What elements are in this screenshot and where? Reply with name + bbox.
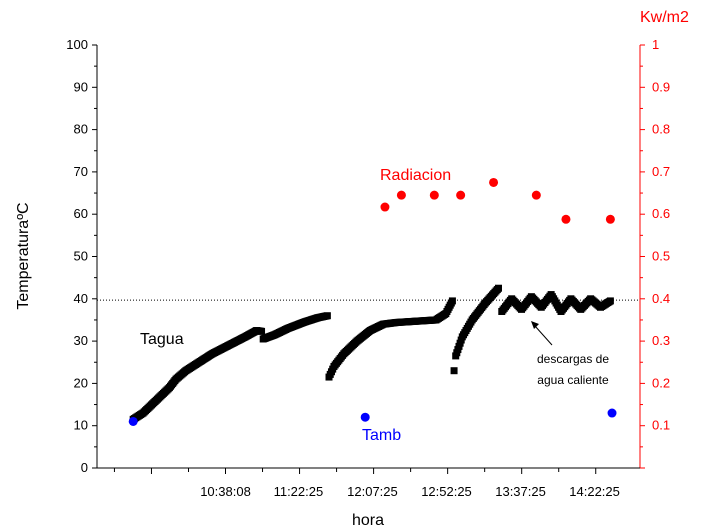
radiacion-point — [456, 190, 466, 200]
tamb-label: Tamb — [362, 427, 401, 444]
x-tick-label: 11:22:25 — [274, 484, 324, 499]
tagua-point — [323, 312, 331, 320]
tamb-point — [360, 412, 370, 422]
left-y-tick-label: 40 — [74, 291, 88, 306]
series-tamb — [128, 408, 617, 426]
x-tick-label: 12:52:25 — [421, 484, 472, 499]
left-y-tick-label: 20 — [74, 375, 88, 390]
left-y-tick-label: 60 — [74, 206, 88, 221]
radiacion-point — [561, 214, 571, 224]
right-y-tick-label: 1 — [652, 37, 659, 52]
tamb-point — [128, 416, 138, 426]
right-y-tick-label: 0.7 — [652, 164, 670, 179]
left-y-tick-label: 70 — [74, 164, 88, 179]
radiacion-point — [396, 190, 406, 200]
annotation-line-2: agua caliente — [537, 373, 609, 387]
plot-frame — [96, 45, 641, 469]
left-y-ticks: 0 10 20 30 40 50 60 70 80 90 100 — [66, 37, 97, 475]
left-y-tick-label: 30 — [74, 333, 88, 348]
left-y-tick-label: 80 — [74, 122, 88, 137]
radiacion-point — [380, 202, 390, 212]
right-y-ticks: 0.1 0.2 0.3 0.4 0.5 0.6 0.7 0.8 0.9 1 — [640, 37, 670, 469]
y-axis-title: TemperaturaºC — [15, 202, 32, 309]
tagua-point — [448, 297, 456, 305]
left-y-tick-label: 100 — [66, 37, 88, 52]
left-y-tick-label: 10 — [74, 418, 88, 433]
right-y-tick-label: 0.5 — [652, 249, 670, 264]
radiacion-point — [605, 214, 615, 224]
annotation-line-1: descargas de — [537, 352, 609, 366]
right-y-tick-label: 0.8 — [652, 122, 670, 137]
series-layer — [128, 177, 617, 426]
radiacion-point — [429, 190, 439, 200]
tamb-point — [607, 408, 617, 418]
left-y-tick-label: 90 — [74, 79, 88, 94]
x-tick-label: 14:22:25 — [569, 484, 620, 499]
x-tick-label: 10:38:08 — [200, 484, 251, 499]
x-tick-label: 13:37:25 — [495, 484, 546, 499]
series-radiacion — [380, 177, 615, 224]
radiacion-point — [489, 177, 499, 187]
x-tick-label: 12:07:25 — [347, 484, 398, 499]
x-axis-title: hora — [352, 512, 384, 529]
tagua-point — [450, 367, 458, 375]
right-y-tick-label: 0.4 — [652, 291, 670, 306]
right-y-tick-label: 0.6 — [652, 206, 670, 221]
left-y-tick-label: 50 — [74, 249, 88, 264]
series-tagua — [129, 284, 614, 423]
tagua-point — [606, 297, 614, 305]
right-y-axis-title: Kw/m2 — [640, 9, 689, 26]
right-y-tick-label: 0.1 — [652, 418, 670, 433]
left-y-tick-label: 0 — [81, 460, 88, 475]
radiacion-label: Radiacion — [380, 167, 451, 184]
right-y-tick-label: 0.3 — [652, 333, 670, 348]
right-y-tick-label: 0.2 — [652, 375, 670, 390]
tagua-label: Tagua — [140, 331, 184, 348]
x-ticks: 10:38:08 11:22:25 12:07:25 12:52:25 13:37:25… — [113, 468, 620, 499]
tagua-point — [258, 327, 266, 335]
radiacion-point — [531, 190, 541, 200]
right-y-tick-label: 0.9 — [652, 79, 670, 94]
tagua-point — [494, 284, 502, 292]
annotation-arrow — [531, 321, 553, 346]
